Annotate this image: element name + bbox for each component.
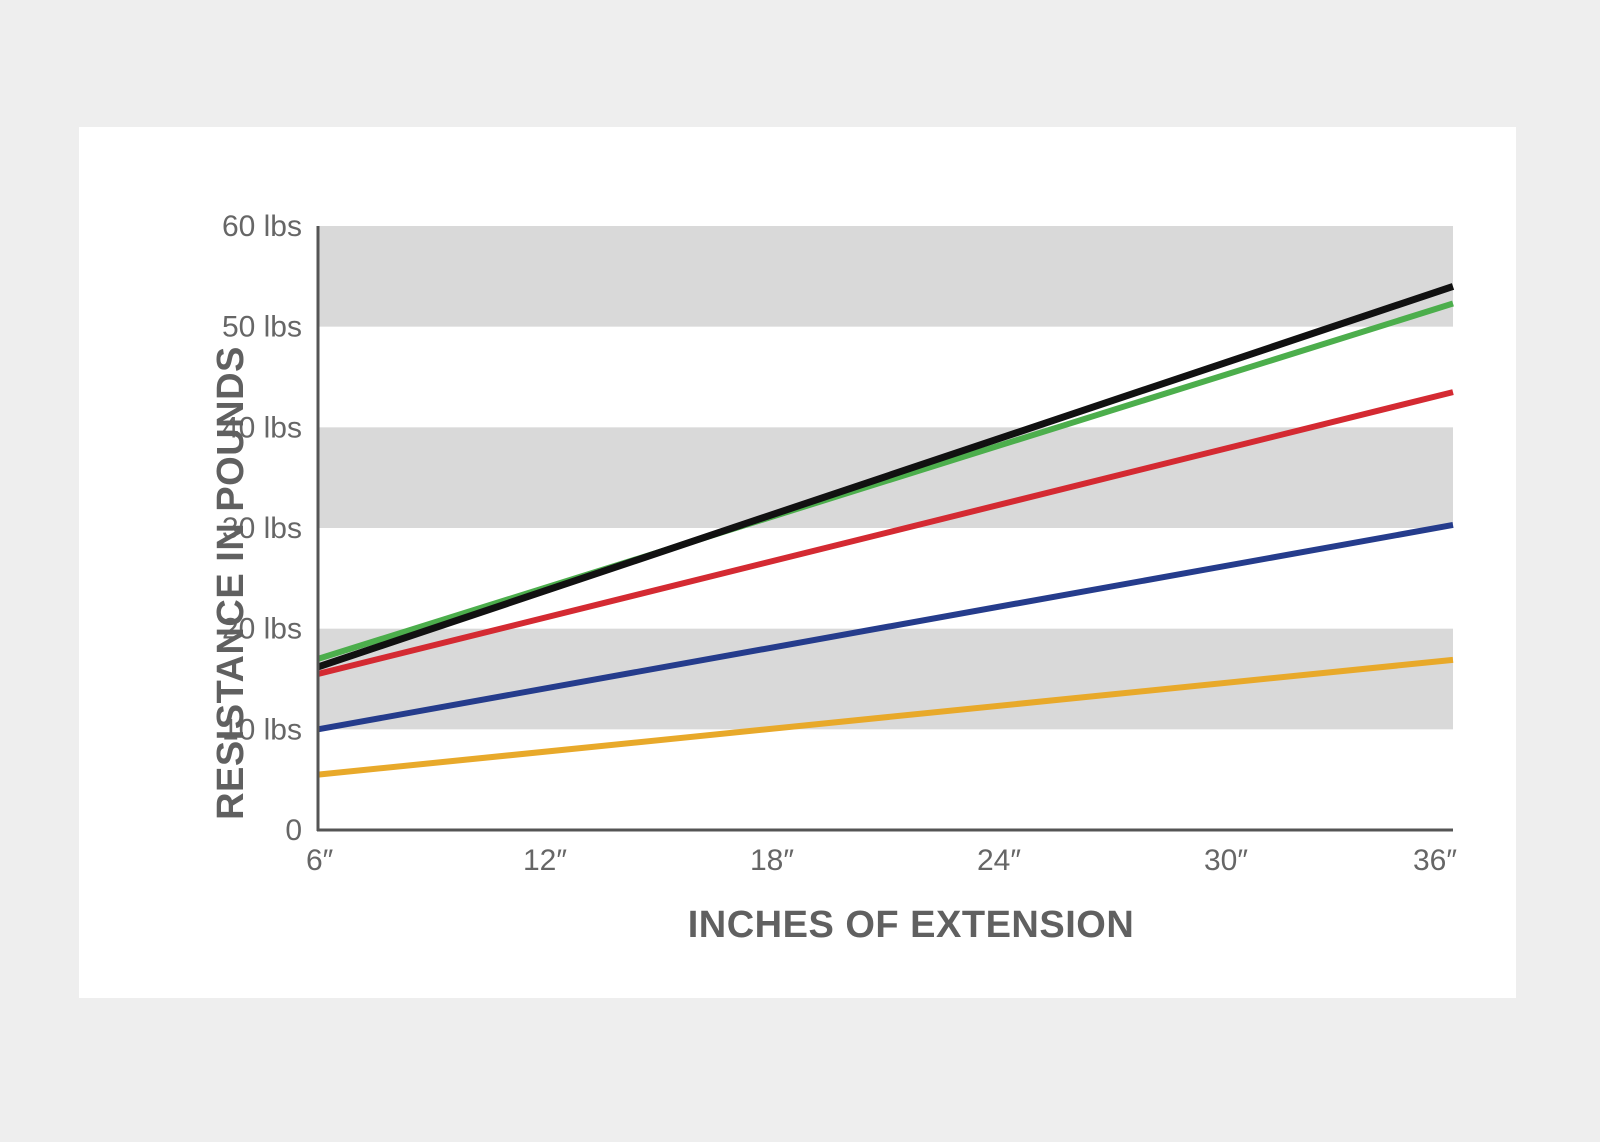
y-tick-label: 30 lbs bbox=[222, 512, 302, 545]
series-line-1 bbox=[317, 522, 1454, 733]
y-tick-label: 50 lbs bbox=[222, 311, 302, 344]
x-tick-label: 18″ bbox=[750, 844, 794, 877]
y-tick-labels: 0 10 lbs 20 lbs 30 lbs 40 lbs 50 lbs 60 lbs bbox=[222, 210, 302, 847]
x-tick-label: 24″ bbox=[977, 844, 1021, 877]
chart-card: 0 10 lbs 20 lbs 30 lbs 40 lbs 50 lbs 60 lbs 6″… bbox=[79, 127, 1516, 998]
series-line-4 bbox=[316, 283, 1455, 671]
y-axis-title: RESISTANCE IN POUNDS bbox=[210, 346, 252, 820]
x-tick-label: 6″ bbox=[306, 844, 334, 877]
x-tick-labels: 6″ 12″ 18″ 24″ 30″ 36″ bbox=[306, 844, 1457, 877]
y-tick-label: 0 bbox=[285, 814, 302, 847]
x-tick-label: 36″ bbox=[1413, 844, 1457, 877]
series-line-3 bbox=[317, 300, 1454, 662]
y-tick-label: 20 lbs bbox=[222, 613, 302, 646]
series-layer bbox=[316, 283, 1455, 778]
series-line-0 bbox=[317, 656, 1454, 778]
line-chart: 0 10 lbs 20 lbs 30 lbs 40 lbs 50 lbs 60 lbs 6″… bbox=[210, 210, 1457, 946]
y-tick-label: 60 lbs bbox=[222, 210, 302, 243]
y-tick-label: 40 lbs bbox=[222, 411, 302, 444]
grid-band-2 bbox=[318, 226, 1453, 327]
x-tick-label: 30″ bbox=[1204, 844, 1248, 877]
x-tick-label: 12″ bbox=[523, 844, 567, 877]
series-line-2 bbox=[317, 389, 1454, 677]
y-tick-label: 10 lbs bbox=[222, 713, 302, 746]
x-axis-title: INCHES OF EXTENSION bbox=[688, 904, 1135, 946]
